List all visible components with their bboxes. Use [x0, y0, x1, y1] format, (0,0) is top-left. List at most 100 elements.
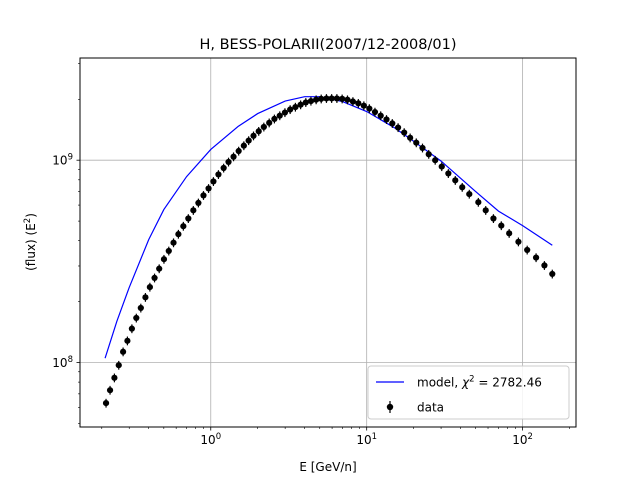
- y-tick-label-base: 10: [52, 356, 67, 370]
- data-point: [133, 314, 140, 322]
- data-point: [200, 192, 207, 199]
- data-point: [170, 239, 177, 246]
- x-tick-label-exp: 0: [216, 432, 221, 442]
- legend-box: [367, 365, 570, 420]
- plot-frame: [79, 57, 577, 428]
- data-point: [271, 115, 278, 123]
- data-point: [281, 109, 289, 116]
- data-point: [371, 108, 379, 116]
- data-point: [307, 97, 315, 105]
- model-series: [104, 96, 553, 359]
- x-tick-label-base: 10: [356, 433, 371, 447]
- data-point: [276, 112, 283, 119]
- data-point: [466, 190, 473, 198]
- legend-model-label: model, χ2 = 2782.46: [417, 375, 542, 390]
- data-point: [498, 222, 505, 229]
- data-point: [146, 283, 153, 291]
- x-tick-label-base: 10: [512, 433, 527, 447]
- data-point: [344, 96, 351, 103]
- data-point: [190, 207, 197, 214]
- data-point: [292, 104, 299, 111]
- data-point: [445, 170, 452, 177]
- data-point: [366, 105, 373, 112]
- data-point: [111, 374, 118, 381]
- y-axis-label: (flux) (E2): [23, 213, 38, 271]
- data-point: [175, 231, 182, 238]
- data-point: [102, 400, 110, 407]
- data-point: [313, 96, 320, 103]
- data-point: [137, 304, 144, 312]
- data-point: [185, 215, 192, 222]
- data-point: [506, 230, 513, 237]
- data-point: [360, 102, 367, 109]
- data-point: [250, 132, 257, 139]
- data-point: [240, 142, 247, 149]
- data-point: [245, 137, 252, 144]
- data-series: [102, 94, 556, 408]
- data-point: [389, 120, 396, 127]
- data-point: [287, 106, 294, 113]
- x-axis-label: E [GeV/n]: [299, 460, 356, 474]
- data-point: [225, 158, 232, 166]
- data-point: [151, 274, 158, 281]
- legend-data-marker: [386, 403, 394, 411]
- legend-model-chi-sup: 2: [469, 375, 474, 385]
- y-axis-label-main: (flux) (E: [24, 223, 38, 271]
- data-point: [124, 337, 131, 344]
- data-point: [355, 100, 362, 107]
- y-tick-label: 108: [52, 355, 73, 370]
- data-point: [490, 215, 497, 222]
- data-point: [220, 164, 227, 172]
- data-point: [425, 151, 432, 158]
- data-point: [142, 294, 149, 301]
- data-point: [532, 254, 540, 261]
- data-point: [452, 177, 459, 184]
- data-point: [160, 256, 168, 263]
- data-point: [459, 184, 466, 191]
- data-point: [407, 134, 414, 141]
- x-tick-label: 100: [200, 432, 221, 447]
- chart-title: H, BESS-POLARII(2007/12-2008/01): [199, 37, 456, 53]
- data-point: [115, 362, 122, 369]
- data-point: [128, 325, 135, 332]
- data-point: [524, 246, 531, 254]
- data-point: [413, 139, 420, 146]
- data-point: [438, 163, 445, 170]
- data-point: [383, 116, 390, 123]
- data-point: [180, 223, 187, 230]
- data-point: [210, 178, 217, 185]
- legend-data-label: data: [417, 401, 444, 415]
- data-point: [419, 144, 426, 152]
- data-point: [156, 265, 163, 272]
- data-point: [195, 199, 202, 207]
- data-point: [377, 112, 384, 119]
- data-point: [205, 185, 212, 192]
- x-tick-label: 101: [356, 432, 377, 447]
- data-point: [215, 171, 222, 178]
- data-point: [394, 124, 402, 131]
- data-point: [106, 387, 114, 394]
- data-point: [297, 101, 304, 108]
- data-point: [333, 95, 340, 102]
- data-point: [328, 95, 335, 102]
- x-tick-label-base: 10: [200, 433, 215, 447]
- data-point: [235, 147, 242, 155]
- data-point: [475, 199, 482, 206]
- y-tick-label: 109: [52, 153, 73, 168]
- data-point: [482, 207, 489, 214]
- x-tick-label-exp: 2: [528, 432, 533, 442]
- data-point: [318, 95, 325, 102]
- data-point: [401, 129, 408, 136]
- y-axis-label-tail: ): [24, 213, 38, 218]
- x-tick-label: 102: [512, 432, 533, 447]
- data-point: [349, 98, 357, 105]
- data-point: [339, 95, 346, 102]
- model-line: [104, 96, 553, 359]
- data-point: [515, 238, 522, 245]
- legend-model-value: = 2782.46: [475, 376, 542, 390]
- data-point: [230, 153, 237, 160]
- y-tick-label-exp: 9: [68, 153, 73, 163]
- data-point: [255, 128, 262, 135]
- data-point: [266, 119, 273, 126]
